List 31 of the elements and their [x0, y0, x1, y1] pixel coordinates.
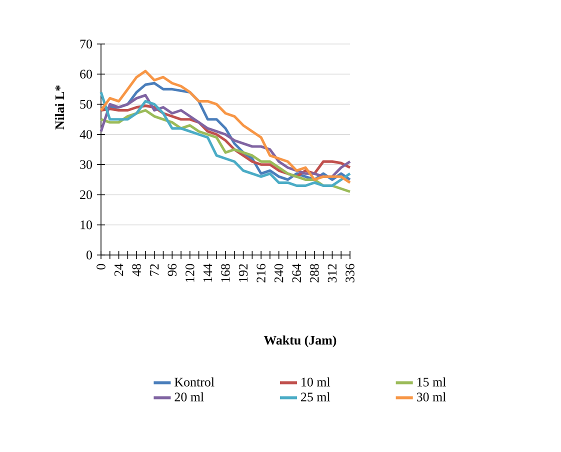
legend-label: 15 ml	[417, 377, 446, 386]
x-tick-label: 48	[132, 264, 141, 276]
legend-label: 10 ml	[302, 377, 330, 386]
x-tick-label: 168	[221, 264, 230, 282]
x-tick-label: 144	[203, 264, 212, 282]
y-axis-title: Nilai L*	[55, 85, 64, 130]
x-tick-label: 264	[292, 264, 301, 282]
x-tick-label: 192	[238, 264, 248, 282]
y-tick-label: 40	[80, 130, 92, 139]
y-tick-label: 70	[80, 40, 92, 48]
y-tick-label: 10	[80, 220, 92, 230]
y-tick-label: 20	[80, 190, 92, 200]
y-tick-label: 0	[86, 250, 92, 260]
x-tick-label: 240	[274, 264, 284, 282]
y-tick-label: 60	[80, 70, 92, 79]
y-tick-label: 50	[80, 100, 92, 109]
y-tick-label: 30	[80, 160, 92, 169]
legend-label: 30 ml	[416, 392, 446, 402]
x-tick-label: 24	[114, 264, 124, 276]
x-axis-title: Waktu (Jam)	[264, 335, 336, 348]
x-tick-label: 96	[168, 264, 176, 276]
x-tick-label: 72	[150, 264, 159, 276]
legend-label: 25 ml	[301, 392, 330, 402]
x-tick-label: 312	[328, 264, 337, 282]
x-tick-label: 216	[256, 264, 266, 282]
x-tick-label: 336	[346, 264, 354, 282]
legend-label: 20 ml	[174, 392, 204, 402]
legend-label: Kontrol	[174, 377, 214, 386]
x-tick-label: 288	[310, 264, 319, 282]
x-tick-label: 0	[96, 264, 106, 270]
x-tick-label: 120	[186, 264, 194, 282]
